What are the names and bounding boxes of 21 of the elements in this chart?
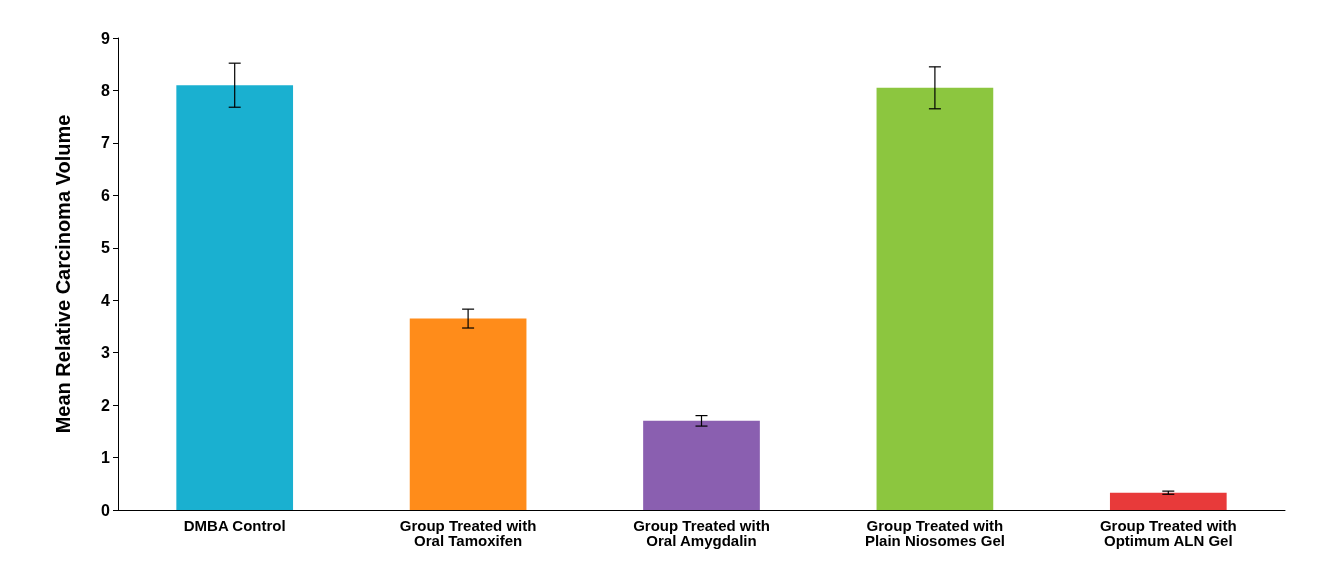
x-tick-label: Group Treated with Plain Niosomes Gel	[864, 517, 1005, 549]
bar	[409, 318, 527, 510]
y-tick-label: 6	[101, 186, 111, 204]
y-tick-label: 0	[101, 501, 111, 519]
y-tick-label: 1	[101, 449, 111, 467]
y-tick-label: 9	[101, 29, 111, 47]
bar	[876, 87, 994, 510]
x-tick-label: Group Treated with Optimum ALN Gel	[1099, 517, 1237, 549]
x-tick-label: DMBA Control	[183, 517, 286, 534]
bar	[643, 420, 760, 510]
y-tick-label: 5	[101, 239, 111, 257]
y-tick-label: 4	[101, 291, 111, 309]
y-tick-label: 2	[101, 396, 111, 414]
y-axis-title: Mean Relative Carcinoma Volume	[52, 114, 74, 434]
y-tick-label: 3	[101, 344, 111, 362]
bar	[1109, 492, 1227, 510]
y-tick-label: 7	[101, 134, 111, 152]
bar	[176, 85, 294, 510]
x-tick-label: Group Treated with Oral Amygdalin	[633, 517, 770, 549]
y-tick-label: 8	[101, 81, 111, 99]
x-tick-label: Group Treated with Oral Tamoxifen	[399, 517, 537, 549]
